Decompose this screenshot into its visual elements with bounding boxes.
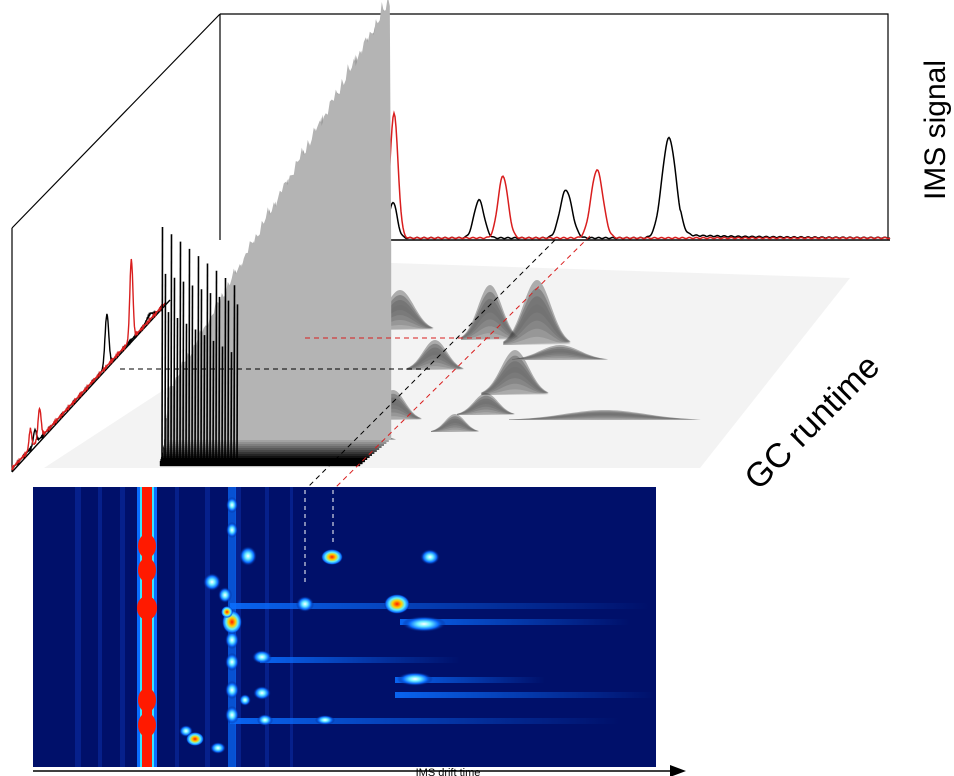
heatmap-spots [75,487,655,767]
gc-chromatogram-panel [11,13,221,473]
ims-spectrum-black-trace [361,136,891,240]
panel-frame [220,13,889,240]
perspective-line-top [11,13,221,229]
ims-drift-time-label: IMS drift time [416,767,481,776]
gc-chromatogram-red-trace [11,258,166,471]
surface-3d [44,0,850,468]
surface-main-wall [159,0,392,467]
axis-arrowhead [670,765,686,776]
ims-spectrum-panel [219,13,891,241]
ims-spectrum-red-trace [361,110,891,240]
guide-black-diagonal [304,239,556,491]
guide-lines [120,235,591,491]
heatmap-background [33,487,656,767]
ims-signal-label: IMS signal [919,60,952,200]
guide-red-diagonal [332,235,591,491]
gc-ims-heatmap [33,487,656,767]
drift-time-axis: IMS drift time [33,765,686,776]
